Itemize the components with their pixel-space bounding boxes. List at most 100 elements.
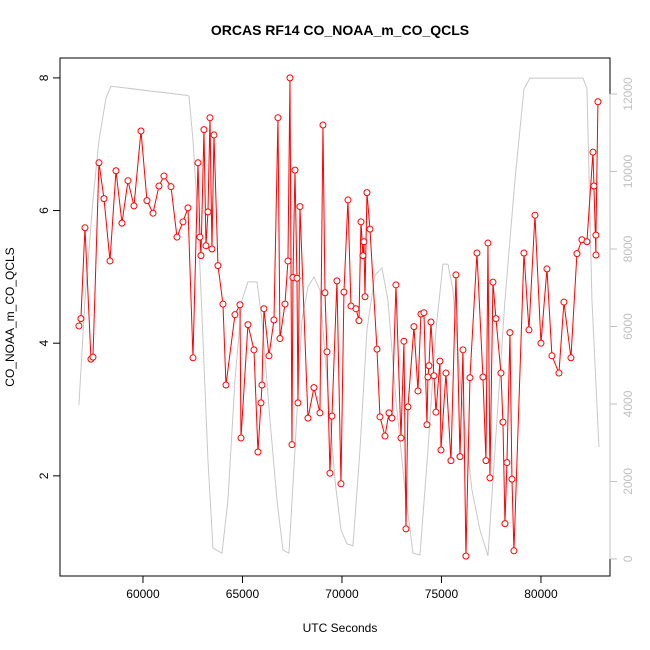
data-point (210, 131, 218, 139)
data-point (355, 317, 363, 325)
data-point (106, 257, 114, 265)
data-point (244, 321, 252, 329)
data-point (492, 315, 500, 323)
data-point (510, 547, 518, 555)
data-point (167, 183, 175, 191)
data-point (452, 271, 460, 279)
data-point (592, 231, 600, 239)
data-point (501, 520, 509, 528)
data-point (376, 413, 384, 421)
data-point (208, 245, 216, 253)
x-tick-label: 75000 (425, 587, 459, 601)
plot-box (59, 57, 611, 577)
y2-tick-label: 8000 (621, 235, 635, 262)
data-point (555, 369, 563, 377)
data-point (293, 274, 301, 282)
data-point (321, 289, 329, 297)
y-tick-label: 8 (37, 74, 51, 81)
data-point (442, 369, 450, 377)
data-point (189, 354, 197, 362)
data-point (388, 414, 396, 422)
data-point (420, 309, 428, 317)
data-point (237, 434, 245, 442)
data-point (137, 127, 145, 135)
data-point (202, 242, 210, 250)
data-point (200, 126, 208, 134)
data-point (284, 257, 292, 265)
data-point (265, 352, 273, 360)
data-point (352, 305, 360, 313)
data-point (543, 265, 551, 273)
y2-tick-label: 10000 (621, 155, 635, 189)
primary-series (75, 74, 602, 560)
data-point (373, 345, 381, 353)
data-point (402, 525, 410, 533)
data-point (286, 74, 294, 82)
data-point (466, 374, 474, 382)
y-tick-label: 6 (37, 207, 51, 214)
data-point (155, 182, 163, 190)
data-point (219, 300, 227, 308)
data-point (484, 239, 492, 247)
data-point (423, 421, 431, 429)
data-point (231, 311, 239, 319)
data-point (112, 167, 120, 175)
data-point (459, 346, 467, 354)
data-point (499, 418, 507, 426)
data-point (410, 323, 418, 331)
data-point (363, 189, 371, 197)
data-point (486, 474, 494, 482)
data-point (456, 453, 464, 461)
data-point (288, 441, 296, 449)
data-point (328, 412, 336, 420)
data-point (594, 98, 602, 106)
data-point (316, 409, 324, 417)
data-point (143, 197, 151, 205)
chart-title: ORCAS RF14 CO_NOAA_m_CO_QCLS (211, 22, 469, 38)
data-point (291, 166, 299, 174)
data-point (340, 288, 348, 296)
data-point (326, 469, 334, 477)
data-point (294, 399, 302, 407)
x-axis-label: UTC Seconds (303, 621, 378, 635)
data-point (462, 552, 470, 560)
data-point (503, 459, 511, 467)
data-point (274, 114, 282, 122)
data-point (118, 219, 126, 227)
y-axis-label: CO_NOAA_m_CO_QCLS (3, 247, 17, 386)
data-point (194, 159, 202, 167)
data-point (310, 384, 318, 392)
secondary-series (78, 77, 600, 557)
data-point (479, 373, 487, 381)
data-point (430, 372, 438, 380)
data-point (520, 249, 528, 257)
data-point (400, 337, 408, 345)
data-point (359, 252, 367, 260)
data-point (497, 369, 505, 377)
data-point (197, 252, 205, 260)
data-point (506, 329, 514, 337)
y2-tick-label: 4000 (621, 390, 635, 417)
data-point (589, 148, 597, 156)
data-point (361, 293, 369, 301)
data-point (360, 238, 368, 246)
y-tick-label: 4 (37, 340, 51, 347)
data-point (258, 381, 266, 389)
data-point (425, 362, 433, 370)
data-point (323, 348, 331, 356)
y-tick-label: 2 (37, 472, 51, 479)
data-point (437, 446, 445, 454)
data-point (179, 218, 187, 226)
data-point (184, 204, 192, 212)
data-point (583, 238, 591, 246)
y2-tick-label: 12000 (621, 77, 635, 111)
data-point (473, 249, 481, 257)
data-point (130, 202, 138, 210)
data-point (222, 381, 230, 389)
data-point (206, 114, 214, 122)
data-point (531, 211, 539, 219)
data-point (482, 457, 490, 465)
data-point (95, 159, 103, 167)
data-point (196, 233, 204, 241)
data-point (392, 281, 400, 289)
